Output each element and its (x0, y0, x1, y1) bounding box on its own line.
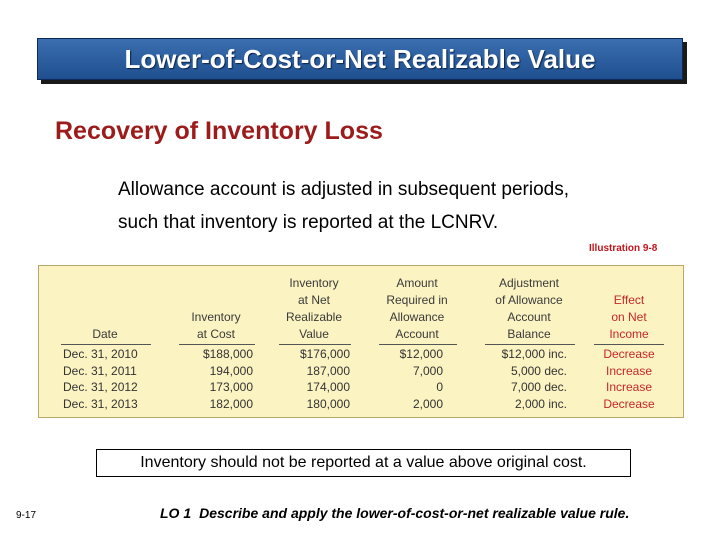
table-column-date: Dec. 31, 2010 Dec. 31, 2011 Dec. 31, 201… (63, 346, 138, 412)
col-header-nrv: Inventory at Net Realizable Value (285, 276, 343, 341)
table-cell: Decrease (603, 396, 655, 411)
col-header-effect: Effect on Net Income (609, 293, 649, 341)
lo-tag: LO 1 (160, 505, 192, 521)
table-cell: $12,000 inc. (501, 347, 567, 361)
col-header-allowance-required: Amount Required in Allowance Account (386, 276, 448, 341)
col-header-cost: Inventory at Cost (191, 310, 241, 341)
table-cell: 2,000 (412, 396, 443, 411)
table-cell: 180,000 (306, 396, 350, 411)
table-cell: Dec. 31, 2011 (63, 363, 137, 378)
table-cell: 2,000 inc. (514, 396, 567, 411)
header-rule (379, 344, 457, 345)
header-rule (279, 344, 351, 345)
table-cell: 194,000 (209, 363, 253, 378)
table-cell: $176,000 (299, 347, 350, 361)
table-cell: Increase (605, 380, 653, 394)
title-banner: Lower-of-Cost-or-Net Realizable Value (37, 38, 683, 80)
table-cell: Dec. 31, 2012 (63, 380, 138, 394)
table-cell: $188,000 (202, 347, 253, 361)
body-line-2: such that inventory is reported at the L… (118, 212, 499, 233)
col-header-date: Date (92, 327, 118, 341)
illustration-label: Illustration 9-8 (589, 243, 658, 254)
table-cell: 174,000 (306, 380, 350, 394)
header-rule (61, 344, 151, 345)
table-cell: 5,000 dec. (510, 363, 567, 378)
body-line-1: Allowance account is adjusted in subsequ… (118, 179, 570, 200)
table-cell: Decrease (603, 347, 655, 361)
learning-objective: LO 1 Describe and apply the lower-of-cost… (160, 505, 629, 521)
table-column-cost: $188,000 194,000 173,000 182,000 (185, 346, 253, 412)
note-text: Inventory should not be reported at a va… (140, 454, 587, 471)
header-rule (179, 344, 255, 345)
table-cell: 187,000 (306, 363, 350, 378)
table-cell: $12,000 (399, 347, 443, 361)
table-cell: 182,000 (209, 396, 253, 411)
table-column-effect: Decrease Increase Increase Decrease (589, 346, 669, 412)
table-column-nrv: $176,000 187,000 174,000 180,000 (282, 346, 350, 412)
body-paragraph: Allowance account is adjusted in subsequ… (118, 173, 678, 239)
table-cell: Increase (605, 363, 653, 378)
lo-text: Describe and apply the lower-of-cost-or-… (199, 505, 630, 521)
table-cell: 7,000 dec. (510, 380, 567, 394)
allowance-table: Date Inventory at Cost Inventory at Net … (38, 265, 684, 418)
table-cell: Dec. 31, 2010 (63, 347, 138, 361)
table-column-adjustment: $12,000 inc. 5,000 dec. 7,000 dec. 2,000… (485, 346, 567, 412)
table-cell: 7,000 (412, 363, 443, 378)
header-rule (594, 344, 664, 345)
section-subtitle: Recovery of Inventory Loss (55, 117, 383, 145)
table-cell: 173,000 (209, 380, 253, 394)
page-number: 9-17 (16, 510, 37, 521)
note-box: Inventory should not be reported at a va… (96, 449, 631, 477)
col-header-adjustment: Adjustment of Allowance Account Balance (495, 276, 563, 341)
header-rule (485, 344, 575, 345)
table-cell: Dec. 31, 2013 (63, 396, 138, 411)
table-column-allowance-required: $12,000 7,000 0 2,000 (383, 346, 443, 412)
table-cell: 0 (436, 380, 443, 394)
slide-title: Lower-of-Cost-or-Net Realizable Value (124, 43, 596, 74)
